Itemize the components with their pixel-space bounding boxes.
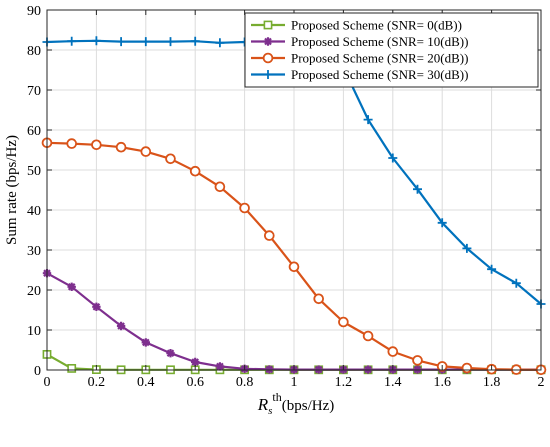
- data-point: [511, 278, 521, 288]
- y-tick-label: 20: [27, 284, 41, 299]
- x-tick-label: 1.8: [483, 375, 501, 390]
- data-point: [189, 165, 201, 177]
- legend-label: Proposed Scheme (SNR= 20(dB)): [291, 51, 468, 66]
- legend: Proposed Scheme (SNR= 0(dB))Proposed Sch…: [244, 12, 539, 88]
- x-axis-label: Rsth(bps/Hz): [257, 390, 335, 417]
- y-tick-label: 50: [27, 164, 41, 179]
- data-point: [412, 355, 423, 366]
- data-point: [413, 184, 422, 194]
- legend-box: [244, 12, 539, 88]
- data-point: [239, 202, 250, 214]
- y-tick-label: 70: [27, 84, 41, 99]
- legend-marker: [263, 70, 273, 79]
- legend-item: Proposed Scheme (SNR= 10(dB)): [251, 34, 468, 49]
- x-tick-label: 0.2: [88, 375, 106, 390]
- legend-item: Proposed Scheme (SNR= 20(dB)): [251, 51, 468, 66]
- data-point: [437, 218, 447, 228]
- y-tick-label: 0: [34, 364, 41, 379]
- legend-label: Proposed Scheme (SNR= 0(dB)): [291, 18, 462, 33]
- data-point: [461, 362, 473, 374]
- x-tick-label: 0.8: [236, 375, 254, 390]
- legend-label: Proposed Scheme (SNR= 30(dB)): [291, 67, 468, 82]
- y-tick-label: 30: [27, 244, 41, 259]
- x-tick-label: 1.6: [433, 375, 451, 390]
- y-tick-label: 60: [27, 124, 41, 139]
- legend-label: Proposed Scheme (SNR= 10(dB)): [291, 34, 468, 49]
- data-point: [265, 365, 274, 374]
- data-point: [66, 138, 77, 149]
- y-axis-label: Sum rate (bps/Hz): [4, 135, 20, 245]
- y-tick-label: 10: [27, 324, 41, 339]
- data-point: [387, 346, 399, 357]
- data-point: [166, 349, 175, 358]
- x-axis-label-sub: s: [268, 405, 272, 417]
- data-point: [288, 261, 300, 273]
- data-point: [141, 37, 151, 47]
- x-axis-label-sup: th: [272, 390, 281, 404]
- y-tick-label: 80: [27, 44, 41, 59]
- data-point: [92, 302, 101, 311]
- data-point: [140, 146, 152, 157]
- x-axis-label-main: R: [257, 395, 269, 414]
- data-point: [116, 321, 126, 331]
- y-tick-label: 40: [27, 204, 41, 219]
- data-point: [91, 36, 101, 46]
- x-tick-label: 0.6: [186, 375, 204, 390]
- x-tick-label: 2: [538, 375, 545, 390]
- data-point: [191, 357, 200, 367]
- legend-marker: [262, 52, 274, 64]
- data-point: [116, 37, 126, 47]
- legend-marker: [263, 37, 273, 46]
- data-point: [338, 316, 349, 328]
- data-point: [363, 115, 373, 125]
- data-point: [115, 141, 127, 153]
- data-point: [215, 362, 225, 371]
- x-tick-label: 0.4: [137, 375, 155, 390]
- data-point: [263, 230, 275, 241]
- data-point: [67, 363, 77, 373]
- data-point: [214, 181, 226, 193]
- data-point: [362, 330, 374, 342]
- x-tick-label: 1.4: [384, 375, 402, 390]
- data-point: [313, 293, 325, 305]
- data-point: [91, 139, 102, 151]
- legend-marker: [263, 20, 273, 30]
- data-point: [165, 153, 176, 165]
- x-axis-label-unit: (bps/Hz): [282, 398, 335, 414]
- data-point: [67, 36, 77, 46]
- data-point: [388, 153, 398, 163]
- ticks: 0 0.2 0.4 0.6 0.8 1 1.2 1.4 1.6 1.8 20102030405060…: [27, 4, 545, 390]
- legend-item: Proposed Scheme (SNR= 30(dB)): [251, 67, 468, 82]
- x-tick-label: 0: [44, 375, 51, 390]
- y-tick-label: 90: [27, 4, 41, 19]
- data-point: [190, 36, 200, 46]
- data-point: [487, 264, 497, 274]
- data-point: [166, 37, 175, 47]
- data-point: [215, 38, 225, 48]
- x-tick-label: 1: [291, 375, 298, 390]
- legend-item: Proposed Scheme (SNR= 0(dB)): [251, 18, 462, 33]
- data-point: [141, 338, 150, 347]
- x-tick-label: 1.2: [335, 375, 353, 390]
- data-point: [462, 243, 472, 253]
- data-point: [67, 282, 76, 291]
